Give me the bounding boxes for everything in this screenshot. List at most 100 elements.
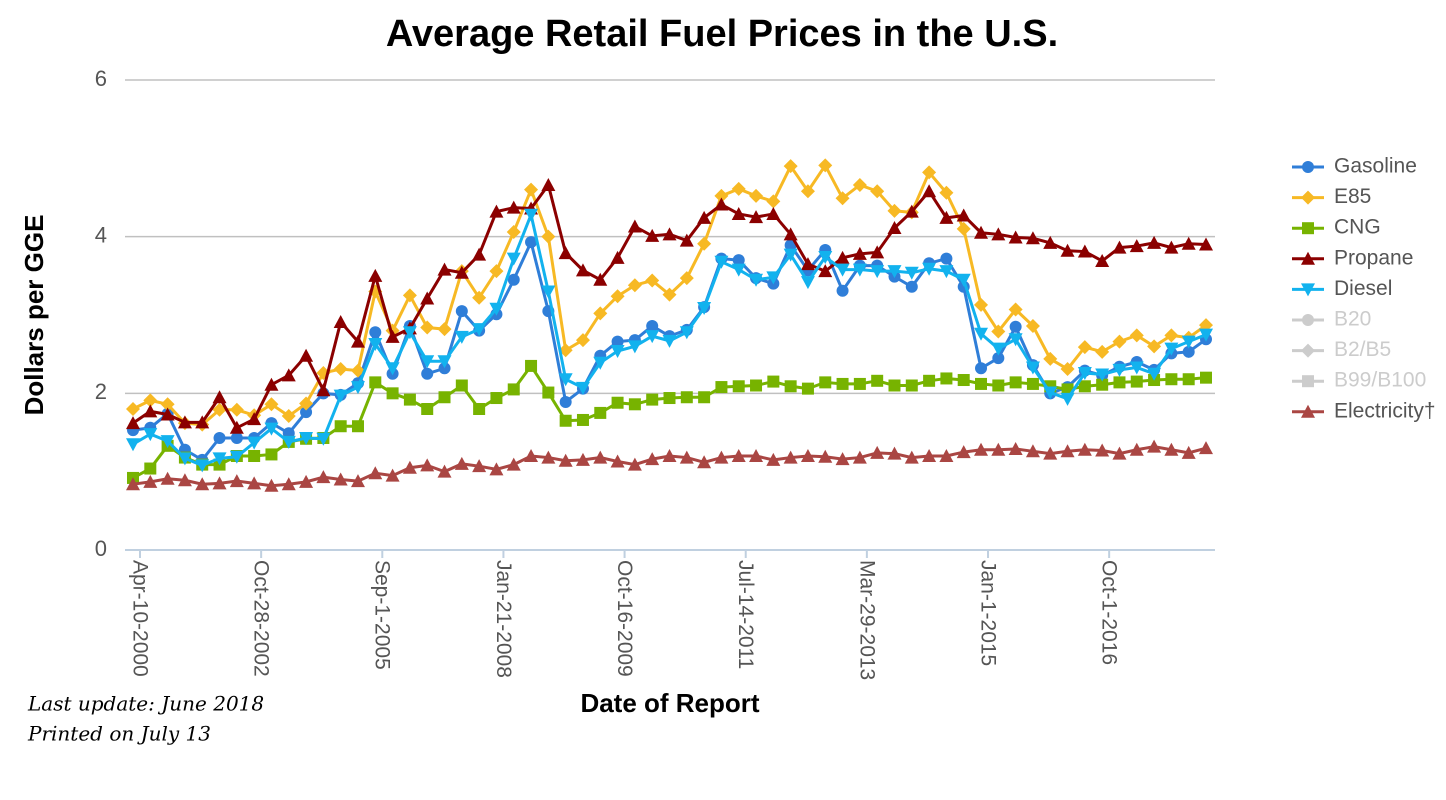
marker [473,403,486,415]
x-tick-label: Oct-1-2016 [1098,560,1121,665]
marker [749,449,764,462]
marker [610,250,625,264]
marker [350,363,365,378]
marker [368,337,383,351]
marker [905,280,918,293]
marker [1043,351,1058,366]
marker [922,449,937,462]
marker [575,333,590,348]
marker [731,449,746,462]
marker [1096,378,1109,391]
marker [593,272,608,286]
marker [645,228,660,242]
marker [1129,442,1144,456]
marker [991,227,1006,241]
marker [697,210,712,224]
marker [610,454,625,468]
marker [783,248,798,262]
marker [784,380,797,393]
marker [454,456,469,470]
marker [126,477,140,491]
legend-marker [1302,161,1314,173]
marker [559,395,572,408]
marker [662,334,677,348]
legend-label: Propane [1334,246,1413,269]
marker [627,457,642,471]
marker [974,327,989,341]
marker [1199,237,1213,251]
marker [956,273,971,287]
marker [403,393,416,406]
marker [333,315,348,329]
marker [645,452,660,466]
marker [627,219,642,233]
marker [507,383,520,396]
marker [627,278,642,293]
marker [1200,371,1212,384]
marker [593,450,608,464]
marker [1060,392,1075,406]
y-tick-label: 2 [95,379,107,404]
marker [230,431,243,444]
legend-marker [1301,404,1315,418]
marker [697,301,712,315]
marker [525,359,538,372]
marker [800,184,815,199]
marker [731,263,746,277]
x-tick-label: Jul-14-2011 [734,560,757,669]
marker [1147,235,1162,249]
marker [1164,240,1179,254]
marker [350,474,365,488]
series [126,439,1213,492]
marker [472,323,487,337]
marker [420,458,435,472]
marker [646,319,659,332]
marker [1008,333,1023,347]
y-tick-label: 6 [95,66,107,91]
marker [1182,345,1195,358]
marker [1112,363,1127,377]
marker [369,376,382,389]
marker [575,381,590,395]
marker [1008,302,1023,317]
marker [1077,366,1092,380]
marker [281,477,296,491]
marker [610,345,625,359]
legend-marker [1302,222,1314,235]
marker [1077,442,1092,456]
marker [731,206,746,220]
marker [421,403,434,415]
marker [766,194,781,209]
marker [490,392,503,405]
legend-marker [1301,283,1315,297]
y-tick-label: 0 [95,536,107,561]
marker [1181,236,1196,250]
marker [1026,377,1039,390]
marker [542,386,555,399]
marker [749,273,764,287]
chart-title: Average Retail Fuel Prices in the U.S. [386,13,1058,55]
marker [646,393,659,406]
marker [525,236,538,249]
legend-marker [1301,343,1315,358]
marker [974,442,989,456]
marker [835,250,850,264]
marker [247,436,262,450]
marker [957,374,970,387]
marker [992,379,1005,392]
x-axis-title: Date of Report [580,688,759,718]
marker [420,320,435,335]
series [127,359,1212,484]
marker [767,375,780,388]
series [127,236,1212,466]
legend-marker [1302,375,1314,388]
x-tick-label: Jan-21-2008 [492,560,515,678]
marker [1095,344,1110,359]
marker [783,159,798,174]
marker [1164,328,1179,343]
marker [264,422,279,436]
marker [524,208,539,222]
marker [852,450,867,464]
marker [818,158,833,173]
marker [852,263,867,277]
